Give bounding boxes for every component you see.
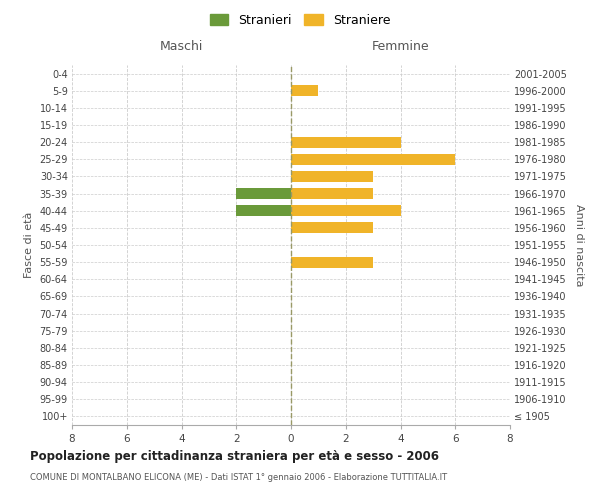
Bar bbox=[236, 188, 291, 199]
Y-axis label: Fasce di età: Fasce di età bbox=[24, 212, 34, 278]
Y-axis label: Anni di nascita: Anni di nascita bbox=[574, 204, 584, 286]
Text: COMUNE DI MONTALBANO ELICONA (ME) - Dati ISTAT 1° gennaio 2006 - Elaborazione TU: COMUNE DI MONTALBANO ELICONA (ME) - Dati… bbox=[30, 472, 447, 482]
Bar bbox=[291, 205, 401, 216]
Bar bbox=[291, 188, 373, 199]
Bar bbox=[236, 205, 291, 216]
Bar bbox=[291, 136, 401, 147]
Text: Popolazione per cittadinanza straniera per età e sesso - 2006: Popolazione per cittadinanza straniera p… bbox=[30, 450, 439, 463]
Bar bbox=[291, 85, 319, 96]
Legend: Stranieri, Straniere: Stranieri, Straniere bbox=[205, 8, 395, 32]
Text: Maschi: Maschi bbox=[160, 40, 203, 53]
Bar bbox=[291, 154, 455, 165]
Bar bbox=[291, 171, 373, 182]
Text: Femmine: Femmine bbox=[371, 40, 430, 53]
Bar bbox=[291, 222, 373, 234]
Bar bbox=[291, 256, 373, 268]
